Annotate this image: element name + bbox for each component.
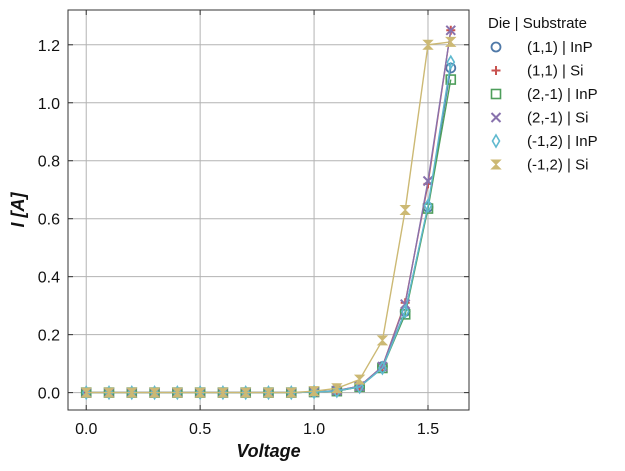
data-point [148, 387, 161, 398]
x-tick-label: 0.0 [75, 421, 97, 438]
legend-entry: (-1,2) | InP [491, 133, 598, 150]
legend-marker [490, 88, 502, 100]
series-line [86, 79, 452, 394]
data-point [353, 374, 366, 385]
legend-label: (2,-1) | Si [527, 110, 588, 127]
y-tick-label: 1.0 [38, 96, 60, 113]
series-5 [80, 36, 457, 398]
x-tick-label: 0.5 [189, 421, 211, 438]
legend-entry: (2,-1) | InP [490, 86, 598, 103]
x-axis-title: Voltage [236, 441, 300, 461]
legend-marker [491, 66, 501, 75]
data-point [422, 39, 434, 50]
series-3 [81, 25, 456, 398]
series-4 [81, 54, 456, 401]
data-point [126, 387, 138, 398]
grid-lines [68, 10, 469, 410]
x-tick-label: 1.0 [303, 421, 325, 438]
series-line [86, 67, 452, 394]
data-point [194, 387, 206, 398]
legend-marker [491, 133, 501, 149]
data-point [285, 387, 297, 398]
data-point [376, 335, 389, 346]
data-point [171, 387, 184, 398]
legend-entry: (1,1) | InP [490, 39, 593, 56]
y-tick-label: 0.8 [38, 154, 60, 171]
data-point [308, 386, 320, 397]
series-line [86, 41, 451, 394]
data-point [331, 383, 343, 394]
y-axis-ticks: 0.0 0.2 0.4 0.6 0.8 1.0 1.2 [38, 38, 469, 403]
series-2 [80, 74, 457, 398]
legend-title: Die | Substrate [488, 15, 587, 32]
series-1 [81, 25, 456, 398]
data-point [423, 198, 433, 214]
series-line [86, 30, 452, 394]
data-point [355, 379, 365, 395]
x-tick-label: 1.5 [417, 421, 439, 438]
data-point [445, 74, 457, 85]
legend: Die | Substrate (1,1) | InP (1,1) | Si (2,… [488, 15, 598, 174]
data-point [400, 303, 410, 320]
y-axis-title: I [A] [8, 192, 28, 228]
legend-entry: (-1,2) | Si [490, 157, 588, 174]
data-point [240, 387, 252, 398]
series-layer [80, 25, 457, 401]
y-tick-label: 0.2 [38, 328, 60, 345]
legend-label: (-1,2) | Si [527, 157, 588, 174]
y-tick-label: 0.4 [38, 270, 60, 287]
y-tick-label: 1.2 [38, 38, 60, 55]
legend-marker [490, 112, 502, 123]
data-point [80, 387, 92, 398]
legend-label: (1,1) | InP [527, 39, 593, 56]
series-line [86, 30, 452, 394]
legend-marker [490, 159, 502, 170]
legend-label: (-1,2) | InP [527, 133, 598, 150]
data-point [262, 387, 275, 398]
data-point [377, 360, 387, 376]
series-line [86, 62, 452, 394]
y-tick-label: 0.0 [38, 386, 60, 403]
y-tick-label: 0.6 [38, 212, 60, 229]
data-point [103, 387, 115, 398]
data-point [445, 25, 456, 36]
data-point [445, 36, 457, 47]
x-axis-ticks: 0.0 0.5 1.0 1.5 [75, 10, 439, 438]
data-point [309, 384, 319, 400]
series-0 [80, 62, 457, 399]
legend-label: (1,1) | Si [527, 63, 583, 80]
plot-frame [67, 9, 470, 411]
data-point [446, 54, 456, 70]
legend-entry: (1,1) | Si [491, 63, 583, 80]
data-point [217, 387, 229, 398]
legend-label: (2,-1) | InP [527, 86, 598, 103]
legend-entry: (2,-1) | Si [490, 110, 588, 127]
legend-marker [490, 41, 502, 53]
data-point [399, 205, 411, 215]
